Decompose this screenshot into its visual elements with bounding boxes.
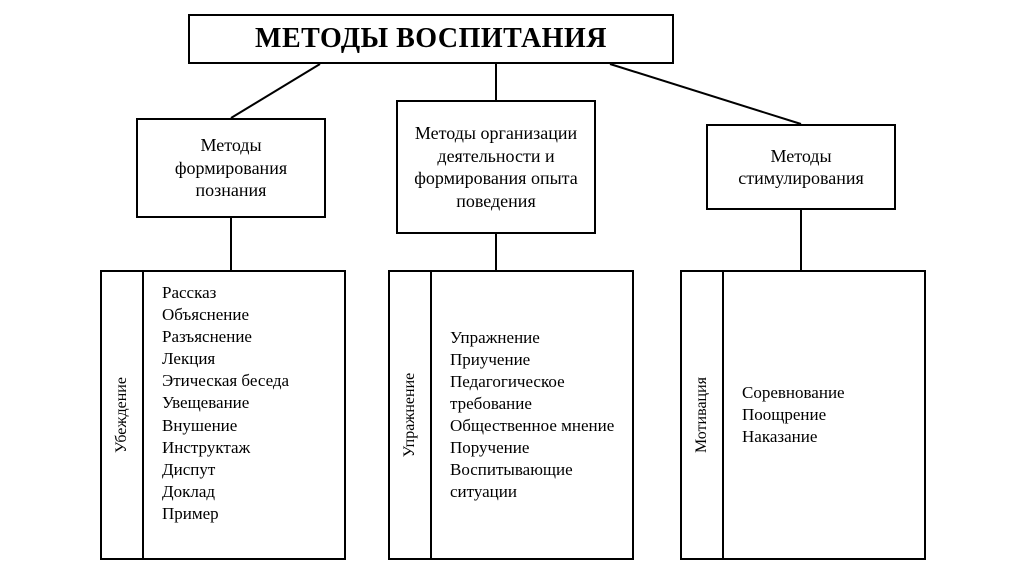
- list-item: Наказание: [742, 426, 910, 448]
- category-box-1: Методы организации деятельности и формир…: [396, 100, 596, 234]
- items-col: Соревнование Поощрение Наказание: [724, 272, 924, 558]
- title-box: МЕТОДЫ ВОСПИТАНИЯ: [188, 14, 674, 64]
- list-item: Лекция: [162, 348, 330, 370]
- list-box-1: Упражнение Упражнение Приучение Педагоги…: [388, 270, 634, 560]
- list-item: Диспут: [162, 459, 330, 481]
- list-box-0: Убеждение Рассказ Объяснение Разъяснение…: [100, 270, 346, 560]
- list-item: Доклад: [162, 481, 330, 503]
- side-label: Убеждение: [113, 377, 131, 453]
- list-item: Увещевание: [162, 392, 330, 414]
- list-item: Поощрение: [742, 404, 910, 426]
- category-box-0: Методы формирования познания: [136, 118, 326, 218]
- side-label-col: Убеждение: [102, 272, 144, 558]
- list-item: Поручение: [450, 437, 618, 459]
- list-item: Объяснение: [162, 304, 330, 326]
- items-col: Рассказ Объяснение Разъяснение Лекция Эт…: [144, 272, 344, 558]
- list-box-2: Мотивация Соревнование Поощрение Наказан…: [680, 270, 926, 560]
- list-item: Разъяснение: [162, 326, 330, 348]
- side-label: Мотивация: [693, 377, 711, 453]
- list-item: Внушение: [162, 415, 330, 437]
- list-item: Рассказ: [162, 282, 330, 304]
- side-label: Упражнение: [401, 373, 419, 458]
- list-item: Приучение: [450, 349, 618, 371]
- list-item: Педагогическое требование: [450, 371, 618, 415]
- list-item: Общественное мнение: [450, 415, 618, 437]
- category-box-2: Методы стимулирования: [706, 124, 896, 210]
- category-label: Методы организации деятельности и формир…: [408, 122, 584, 212]
- list-item: Инструктаж: [162, 437, 330, 459]
- category-label: Методы формирования познания: [148, 134, 314, 202]
- items-col: Упражнение Приучение Педагогическое треб…: [432, 272, 632, 558]
- category-label: Методы стимулирования: [718, 145, 884, 190]
- list-item: Соревнование: [742, 382, 910, 404]
- list-item: Этическая беседа: [162, 370, 330, 392]
- list-item: Упражнение: [450, 327, 618, 349]
- list-item: Пример: [162, 503, 330, 525]
- list-item: Воспитывающие ситуации: [450, 459, 618, 503]
- side-label-col: Упражнение: [390, 272, 432, 558]
- title-text: МЕТОДЫ ВОСПИТАНИЯ: [255, 23, 607, 55]
- side-label-col: Мотивация: [682, 272, 724, 558]
